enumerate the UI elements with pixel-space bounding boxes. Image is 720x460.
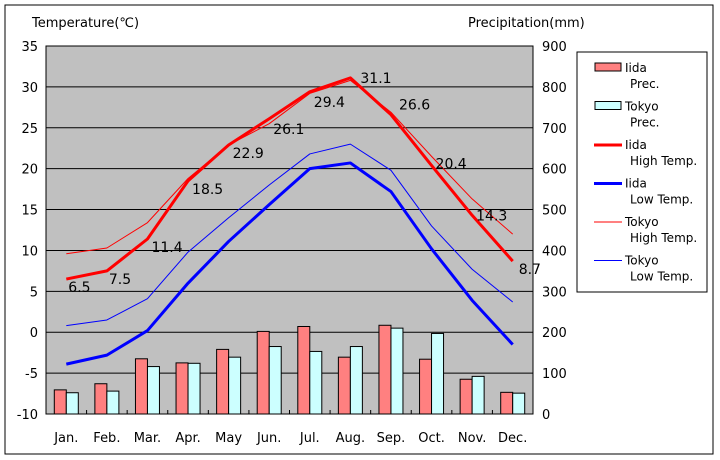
legend-label: Prec.	[630, 116, 660, 130]
left-tick-label: -10	[17, 408, 38, 423]
legend-label: Iida	[625, 61, 647, 75]
bar-iida-prec	[419, 358, 433, 415]
left-tick-label: 15	[21, 204, 38, 219]
bar-tokyo-prec	[146, 366, 160, 415]
right-axis-ticks: 900 800 700 600 500 400 300 200 100 0	[542, 40, 567, 423]
right-tick-label: 100	[542, 367, 567, 382]
temperature-lines	[65, 76, 514, 366]
data-label-iida-high: 20.4	[436, 156, 467, 172]
left-tick-label: 5	[30, 285, 38, 300]
legend-label: High Temp.	[630, 154, 697, 168]
x-tick-label: Feb.	[93, 431, 120, 446]
legend-label: Tokyo	[624, 254, 659, 268]
line-iida-low-temp	[65, 161, 514, 366]
bar-iida-prec	[378, 324, 392, 415]
bar-tokyo-prec	[268, 346, 282, 415]
x-tick-label: Nov.	[458, 431, 487, 446]
bar-tokyo-prec	[349, 346, 363, 415]
right-tick-label: 300	[542, 285, 567, 300]
legend-swatch	[594, 101, 622, 110]
legend-label: Tokyo	[624, 100, 659, 114]
bar-iida-prec	[500, 391, 514, 415]
x-tick-label: Apr.	[175, 431, 200, 446]
x-tick-label: Sep.	[377, 431, 406, 446]
right-axis-title: Precipitation(mm)	[468, 16, 585, 31]
bar-tokyo-prec	[431, 332, 445, 415]
bar-tokyo-prec	[512, 392, 526, 415]
bar-iida-prec	[459, 378, 473, 415]
legend-label: Iida	[625, 177, 647, 191]
bar-tokyo-prec	[106, 390, 120, 415]
legend-label: High Temp.	[630, 231, 697, 245]
data-label-iida-high: 6.5	[68, 280, 90, 296]
right-tick-label: 200	[542, 326, 567, 341]
data-label-iida-high: 11.4	[151, 240, 182, 256]
bar-tokyo-prec	[390, 327, 404, 415]
bar-iida-prec	[94, 383, 108, 415]
left-tick-label: 35	[21, 40, 38, 55]
right-tick-label: 700	[542, 122, 567, 137]
gridlines	[46, 86, 533, 374]
left-axis-ticks: 35 30 25 20 15 10 5 0 -5 -10	[17, 40, 38, 423]
bar-iida-prec	[256, 330, 270, 415]
right-tick-label: 800	[542, 81, 567, 96]
x-tick-label: Aug.	[336, 431, 366, 446]
x-tick-label: Jun.	[256, 431, 281, 446]
bar-iida-prec	[134, 358, 148, 415]
bar-tokyo-prec	[471, 375, 485, 415]
bar-tokyo-prec	[65, 392, 79, 415]
right-tick-label: 500	[542, 204, 567, 219]
data-label-iida-high: 18.5	[192, 182, 223, 198]
bar-iida-prec	[297, 325, 311, 415]
left-tick-label: 10	[21, 244, 38, 259]
data-label-iida-high: 26.1	[273, 122, 304, 138]
data-labels: 6.5 7.5 11.4 18.5 22.9 26.1 29.4 31.1 26.6 20.4 14…	[68, 71, 541, 296]
left-tick-label: 30	[21, 81, 38, 96]
line-tokyo-high-temp	[66, 79, 514, 255]
legend: Iida Prec. Tokyo Prec. Iida High Temp. Iida Low…	[576, 51, 708, 293]
bar-iida-prec	[337, 356, 351, 415]
data-label-iida-high: 26.6	[399, 98, 430, 114]
x-tick-label: Dec.	[498, 431, 527, 446]
left-tick-label: -5	[25, 367, 38, 382]
right-tick-label: 900	[542, 40, 567, 55]
legend-label: Low Temp.	[630, 270, 693, 284]
right-tick-label: 600	[542, 163, 567, 178]
data-label-iida-high: 8.7	[519, 262, 541, 278]
data-label-iida-high: 22.9	[233, 146, 264, 162]
legend-swatch	[594, 62, 622, 72]
right-tick-label: 0	[542, 408, 550, 423]
bar-iida-prec	[53, 389, 67, 415]
precipitation-bars	[53, 324, 526, 415]
left-axis-title: Temperature(℃)	[31, 16, 139, 31]
x-tick-label: Mar.	[134, 431, 161, 446]
x-tick-label: Oct.	[418, 431, 445, 446]
legend-label: Tokyo	[624, 215, 659, 229]
x-tick-label: Jul.	[299, 431, 320, 446]
data-label-iida-high: 29.4	[314, 95, 345, 111]
x-tick-label: Jan.	[53, 431, 78, 446]
plot-area	[45, 45, 534, 415]
data-label-iida-high: 7.5	[109, 272, 131, 288]
bar-tokyo-prec	[187, 362, 201, 415]
left-tick-label: 20	[21, 163, 38, 178]
legend-label: Low Temp.	[630, 193, 693, 207]
data-label-iida-high: 31.1	[360, 71, 391, 87]
legend-label: Iida	[625, 138, 647, 152]
left-tick-label: 25	[21, 122, 38, 137]
legend-box	[576, 51, 708, 293]
x-tick-label: May	[215, 431, 242, 446]
bar-iida-prec	[216, 348, 230, 415]
bar-iida-prec	[175, 362, 189, 415]
bar-tokyo-prec	[309, 350, 323, 415]
legend-label: Prec.	[630, 77, 660, 91]
left-tick-label: 0	[30, 326, 38, 341]
bar-tokyo-prec	[228, 356, 242, 415]
line-iida-high-temp	[65, 76, 514, 281]
right-tick-label: 400	[542, 244, 567, 259]
x-axis-ticks: Jan. Feb. Mar. Apr. May Jun. Jul. Aug. Sep. Oct. N…	[53, 410, 527, 446]
line-tokyo-low-temp	[66, 143, 514, 327]
data-label-iida-high: 14.3	[476, 208, 507, 224]
